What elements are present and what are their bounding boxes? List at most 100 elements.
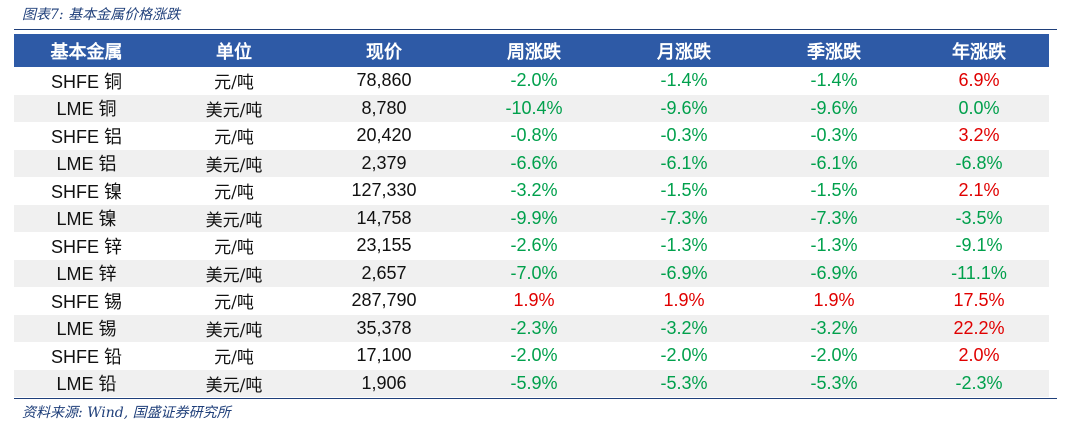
cell-quarter-change: -1.4% (810, 70, 858, 91)
cell-week-change: 1.9% (513, 290, 555, 311)
cell-metal: LME 镍 (14, 204, 159, 232)
table-header-row: 基本金属 单位 现价 周涨跌 月涨跌 季涨跌 年涨跌 (14, 34, 1049, 67)
cell-quarter-change: -1.5% (810, 180, 858, 201)
cell-year-change: 0.0% (909, 94, 1049, 122)
cell-year-change: -6.8% (909, 149, 1049, 177)
cell-unit: 元/吨 (214, 128, 254, 149)
table-row: SHFE 镍 元/吨 127,330 -3.2% -1.5% -1.5% 2.1% (14, 177, 1049, 205)
cell-week-change: -5.9% (459, 369, 609, 397)
cell-year-change: 2.1% (958, 180, 1000, 201)
cell-week-change: -7.0% (459, 259, 609, 287)
cell-month-change: -9.6% (609, 94, 759, 122)
cell-month-change: -7.3% (609, 204, 759, 232)
cell-month-change: -3.2% (609, 314, 759, 342)
cell-month-change: -0.3% (660, 125, 708, 146)
cell-price: 20,420 (356, 125, 412, 146)
table-row: LME 镍美元/吨 14,758 -9.9% -7.3% -7.3% -3.5% (14, 204, 1049, 232)
bottom-rule (14, 398, 1057, 399)
table-row: LME 铜美元/吨 8,780 -10.4% -9.6% -9.6% 0.0% (14, 94, 1049, 122)
cell-month-change: -1.4% (660, 70, 708, 91)
cell-unit: 美元/吨 (159, 369, 309, 397)
figure-caption: 图表7: 基本金属价格涨跌 (22, 7, 181, 23)
cell-year-change: 6.9% (958, 70, 1000, 91)
cell-metal: SHFE 铜 (50, 71, 122, 92)
cell-month-change: -6.1% (609, 149, 759, 177)
cell-price: 1,906 (309, 369, 459, 397)
cell-week-change: -2.0% (510, 70, 558, 91)
cell-price: 2,657 (309, 259, 459, 287)
cell-unit: 美元/吨 (159, 204, 309, 232)
cell-week-change: -3.2% (510, 180, 558, 201)
cell-year-change: -11.1% (909, 259, 1049, 287)
cell-price: 287,790 (351, 290, 417, 311)
table-row: SHFE 铝 元/吨 20,420 -0.8% -0.3% -0.3% 3.2% (14, 122, 1049, 150)
cell-price: 17,100 (356, 345, 412, 366)
cell-year-change: 22.2% (909, 314, 1049, 342)
cell-quarter-change: -0.3% (810, 125, 858, 146)
cell-week-change: -6.6% (459, 149, 609, 177)
cell-unit: 元/吨 (214, 293, 254, 314)
cell-year-change: 2.0% (958, 345, 1000, 366)
cell-quarter-change: -2.0% (810, 345, 858, 366)
cell-week-change: -9.9% (459, 204, 609, 232)
header-quarter-change: 季涨跌 (759, 34, 909, 67)
cell-year-change: -3.5% (909, 204, 1049, 232)
cell-week-change: -2.3% (459, 314, 609, 342)
cell-week-change: -2.6% (510, 235, 558, 256)
cell-quarter-change: 1.9% (813, 290, 855, 311)
top-rule (14, 29, 1057, 30)
table-row: SHFE 铜 元/吨 78,860 -2.0% -1.4% -1.4% 6.9% (14, 67, 1049, 95)
cell-week-change: -0.8% (510, 125, 558, 146)
cell-unit: 元/吨 (214, 183, 254, 204)
cell-unit: 元/吨 (214, 348, 254, 369)
cell-year-change: 3.2% (958, 125, 1000, 146)
cell-metal: LME 铅 (14, 369, 159, 397)
metal-price-table: 基本金属 单位 现价 周涨跌 月涨跌 季涨跌 年涨跌 SHFE 铜元/吨 78,8… (14, 34, 1049, 397)
cell-price: 78,860 (356, 70, 412, 91)
table-row: SHFE 锡 元/吨 287,790 1.9% 1.9% 1.9% 17.5% (14, 287, 1049, 315)
cell-month-change: -1.3% (660, 235, 708, 256)
cell-metal: LME 锡 (14, 314, 159, 342)
cell-month-change: -2.0% (660, 345, 708, 366)
cell-quarter-change: -6.1% (759, 149, 909, 177)
header-year-change: 年涨跌 (909, 34, 1049, 67)
cell-metal: SHFE 铝 (50, 126, 122, 147)
header-week-change: 周涨跌 (459, 34, 609, 67)
cell-price: 2,379 (309, 149, 459, 177)
cell-unit: 元/吨 (214, 73, 254, 94)
header-month-change: 月涨跌 (609, 34, 759, 67)
table-row: SHFE 锌 元/吨 23,155 -2.6% -1.3% -1.3% -9.1% (14, 232, 1049, 260)
header-price: 现价 (309, 34, 459, 67)
cell-quarter-change: -1.3% (810, 235, 858, 256)
cell-month-change: -1.5% (660, 180, 708, 201)
cell-price: 127,330 (351, 180, 417, 201)
table-row: SHFE 铅 元/吨 17,100 -2.0% -2.0% -2.0% 2.0% (14, 342, 1049, 370)
cell-unit: 美元/吨 (159, 259, 309, 287)
cell-metal: SHFE 锌 (50, 236, 122, 257)
cell-metal: SHFE 铅 (50, 346, 122, 367)
cell-metal: LME 铜 (14, 94, 159, 122)
table-row: LME 铝美元/吨 2,379 -6.6% -6.1% -6.1% -6.8% (14, 149, 1049, 177)
cell-unit: 美元/吨 (159, 314, 309, 342)
cell-unit: 美元/吨 (159, 94, 309, 122)
cell-month-change: -5.3% (609, 369, 759, 397)
cell-quarter-change: -7.3% (759, 204, 909, 232)
cell-year-change: -9.1% (955, 235, 1003, 256)
cell-price: 14,758 (309, 204, 459, 232)
cell-metal: SHFE 镍 (50, 181, 122, 202)
cell-unit: 元/吨 (214, 238, 254, 259)
cell-metal: SHFE 锡 (50, 291, 122, 312)
cell-price: 35,378 (309, 314, 459, 342)
cell-quarter-change: -9.6% (759, 94, 909, 122)
cell-quarter-change: -5.3% (759, 369, 909, 397)
cell-metal: LME 锌 (14, 259, 159, 287)
cell-price: 23,155 (356, 235, 412, 256)
cell-quarter-change: -3.2% (759, 314, 909, 342)
table-row: LME 锌美元/吨 2,657 -7.0% -6.9% -6.9% -11.1% (14, 259, 1049, 287)
cell-year-change: 17.5% (953, 290, 1005, 311)
cell-unit: 美元/吨 (159, 149, 309, 177)
header-metal: 基本金属 (14, 34, 159, 67)
cell-metal: LME 铝 (14, 149, 159, 177)
cell-week-change: -2.0% (510, 345, 558, 366)
table-row: LME 锡美元/吨 35,378 -2.3% -3.2% -3.2% 22.2% (14, 314, 1049, 342)
